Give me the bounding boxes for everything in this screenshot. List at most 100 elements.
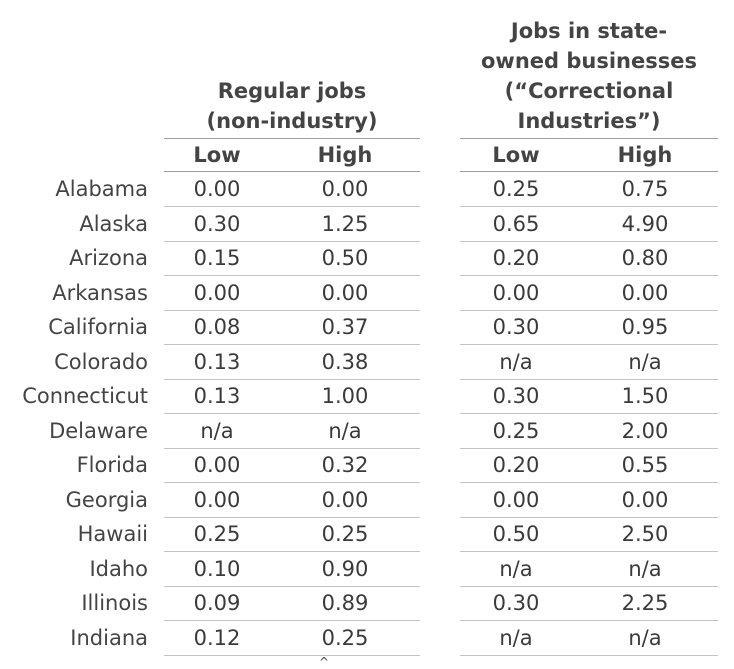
ci-low-value: n/a xyxy=(499,556,533,581)
ci-low-value: 0.25 xyxy=(492,177,540,201)
row-divider xyxy=(460,585,718,587)
row-divider xyxy=(164,309,420,311)
state-name: Delaware xyxy=(49,418,148,443)
regular-jobs-header: Regular jobs (non-industry) xyxy=(164,76,420,136)
row-divider xyxy=(164,620,420,621)
state-name: Idaho xyxy=(89,556,148,581)
regular-high-column-header: High xyxy=(317,143,373,167)
ci-low-value: 0.30 xyxy=(492,315,540,339)
state-name: Georgia xyxy=(65,487,148,512)
regular-low-value: 0.00 xyxy=(193,487,241,512)
row-divider xyxy=(164,240,420,242)
state-name: Alabama xyxy=(55,177,148,201)
regular-high-value: 0.32 xyxy=(321,453,369,477)
table-row: Delaware n/a n/a 0.25 2.00 xyxy=(0,414,734,449)
row-divider xyxy=(460,620,718,621)
ci-low-value: 0.30 xyxy=(492,384,540,408)
regular-high-value: 0.90 xyxy=(321,556,369,581)
regular-high-value: 0.00 xyxy=(321,487,369,512)
ci-high-value: 0.75 xyxy=(621,177,669,201)
correctional-industries-header-rule xyxy=(460,138,718,139)
regular-subheader-rule xyxy=(164,171,420,172)
correctional-industries-header-line: Jobs in state- xyxy=(510,19,668,43)
regular-low-value: 0.13 xyxy=(193,384,241,408)
table-row: Alaska 0.30 1.25 0.65 4.90 xyxy=(0,207,734,242)
ci-low-column-header: Low xyxy=(492,143,540,167)
ci-high-value: 2.50 xyxy=(621,522,669,546)
table-row: Indiana 0.12 0.25 n/a n/a xyxy=(0,621,734,656)
table-row: California 0.08 0.37 0.30 0.95 xyxy=(0,310,734,345)
correctional-industries-header-line: (“Correctional xyxy=(504,79,674,103)
regular-low-value: 0.10 xyxy=(193,556,241,581)
row-divider xyxy=(164,482,420,483)
ci-low-value: 0.00 xyxy=(492,280,540,305)
ci-high-value: n/a xyxy=(628,556,662,581)
state-name: California xyxy=(48,315,148,339)
ci-low-value: 0.00 xyxy=(492,487,540,512)
state-name: Arkansas xyxy=(52,280,148,305)
row-divider xyxy=(460,447,718,449)
row-divider xyxy=(460,344,718,345)
ci-high-value: 0.00 xyxy=(621,280,669,305)
row-divider xyxy=(164,654,420,656)
ci-high-value: 4.90 xyxy=(621,211,669,236)
regular-low-value: 0.25 xyxy=(193,522,241,546)
table-body: Alabama 0.00 0.00 0.25 0.75 Alaska 0.30 … xyxy=(0,172,734,656)
regular-high-value: 1.25 xyxy=(321,211,369,236)
state-name: Hawaii xyxy=(77,522,148,546)
table-row: Colorado 0.13 0.38 n/a n/a xyxy=(0,345,734,380)
row-divider xyxy=(164,344,420,345)
regular-jobs-header-line: Regular jobs xyxy=(217,79,367,103)
regular-low-value: 0.00 xyxy=(193,453,241,477)
regular-low-value: 0.00 xyxy=(193,177,241,201)
table-row: Arizona 0.15 0.50 0.20 0.80 xyxy=(0,241,734,276)
regular-high-value: 0.50 xyxy=(321,246,369,270)
regular-low-value: 0.12 xyxy=(193,625,241,650)
state-name: Connecticut xyxy=(22,384,148,408)
regular-low-column-header: Low xyxy=(193,143,241,167)
row-divider xyxy=(460,413,718,414)
correctional-industries-header-line: owned businesses xyxy=(481,49,697,73)
state-name: Illinois xyxy=(81,591,148,615)
ci-low-value: 0.30 xyxy=(492,591,540,615)
table-row: Illinois 0.09 0.89 0.30 2.25 xyxy=(0,586,734,621)
regular-high-value: 0.89 xyxy=(321,591,369,615)
regular-low-value: 0.15 xyxy=(193,246,241,270)
table-row: Alabama 0.00 0.00 0.25 0.75 xyxy=(0,172,734,207)
table-row: Arkansas 0.00 0.00 0.00 0.00 xyxy=(0,276,734,311)
ci-low-value: 0.25 xyxy=(492,418,540,443)
row-divider xyxy=(460,240,718,242)
ci-high-value: 2.00 xyxy=(621,418,669,443)
regular-high-value: n/a xyxy=(328,418,362,443)
table-row: Hawaii 0.25 0.25 0.50 2.50 xyxy=(0,517,734,552)
regular-high-value: 0.00 xyxy=(321,280,369,305)
state-name: Colorado xyxy=(54,349,148,374)
ci-high-column-header: High xyxy=(617,143,673,167)
ci-high-value: 0.95 xyxy=(621,315,669,339)
ci-low-value: 0.20 xyxy=(492,453,540,477)
regular-high-value: 0.25 xyxy=(321,625,369,650)
row-divider xyxy=(164,585,420,587)
ci-low-value: 0.65 xyxy=(492,211,540,236)
regular-low-value: 0.13 xyxy=(193,349,241,374)
regular-jobs-header-rule xyxy=(164,138,420,139)
regular-low-value: n/a xyxy=(200,418,234,443)
ci-high-value: n/a xyxy=(628,625,662,650)
row-divider xyxy=(460,482,718,483)
partial-glyph-icon: ^ xyxy=(319,655,330,669)
ci-high-value: 0.55 xyxy=(621,453,669,477)
correctional-industries-header: Jobs in state- owned businesses (“Correc… xyxy=(460,16,718,136)
correctional-industries-header-line: Industries”) xyxy=(517,109,661,133)
row-divider xyxy=(164,413,420,414)
ci-low-value: 0.20 xyxy=(492,246,540,270)
state-name: Florida xyxy=(76,453,148,477)
row-divider xyxy=(164,275,420,276)
row-divider xyxy=(460,275,718,276)
row-divider xyxy=(460,654,718,656)
regular-high-value: 0.37 xyxy=(321,315,369,339)
regular-high-value: 0.00 xyxy=(321,177,369,201)
state-name: Indiana xyxy=(70,625,148,650)
ci-low-value: n/a xyxy=(499,349,533,374)
regular-high-value: 0.38 xyxy=(321,349,369,374)
ci-low-value: 0.50 xyxy=(492,522,540,546)
